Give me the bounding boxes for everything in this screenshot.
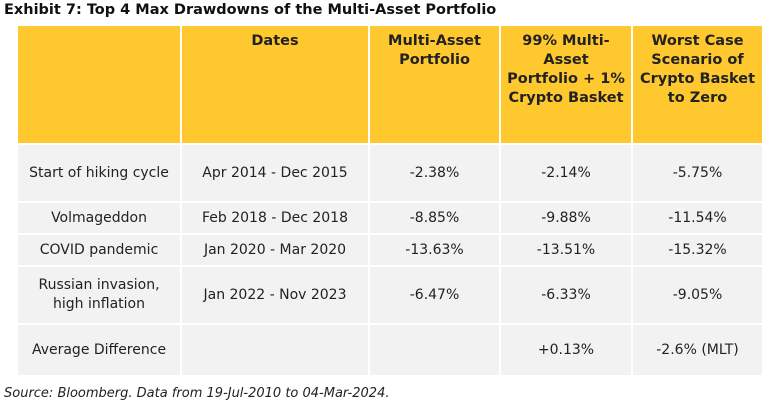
- table-cell: -9.88%: [499, 201, 633, 235]
- table-cell: -8.85%: [368, 201, 501, 235]
- table-cell: -11.54%: [631, 201, 764, 235]
- table-cell: -6.33%: [499, 265, 633, 325]
- drawdown-table: Dates Multi-Asset Portfolio 99% Multi-As…: [16, 24, 764, 377]
- table-cell: -13.63%: [368, 233, 501, 267]
- table-cell: Jan 2020 - Mar 2020: [180, 233, 370, 267]
- header-cell: [16, 24, 182, 145]
- row-label: Volmageddon: [16, 201, 182, 235]
- row-label: Start of hiking cycle: [16, 143, 182, 203]
- table-cell: [180, 323, 370, 377]
- table-cell: [368, 323, 501, 377]
- table-cell: -15.32%: [631, 233, 764, 267]
- table-row: COVID pandemic Jan 2020 - Mar 2020 -13.63%…: [16, 233, 764, 267]
- table-cell: -2.38%: [368, 143, 501, 203]
- table-cell: -13.51%: [499, 233, 633, 267]
- source-note: Source: Bloomberg. Data from 19-Jul-2010…: [4, 386, 390, 401]
- row-label: Average Difference: [16, 323, 182, 377]
- header-cell: Dates: [180, 24, 370, 145]
- table-cell: -9.05%: [631, 265, 764, 325]
- table-cell: -6.47%: [368, 265, 501, 325]
- table-cell: -2.14%: [499, 143, 633, 203]
- table-row: Start of hiking cycle Apr 2014 - Dec 2015…: [16, 143, 764, 203]
- title: Exhibit 7: Top 4 Max Drawdowns of the Mu…: [4, 2, 497, 18]
- table-body: Start of hiking cycle Apr 2014 - Dec 2015…: [16, 143, 764, 377]
- row-label: COVID pandemic: [16, 233, 182, 267]
- table-row: Volmageddon Feb 2018 - Dec 2018 -8.85% -9.8…: [16, 201, 764, 235]
- header-row: Dates Multi-Asset Portfolio 99% Multi-As…: [16, 24, 764, 145]
- row-label: Russian invasion, high inflation: [16, 265, 182, 325]
- table-cell: Jan 2022 - Nov 2023: [180, 265, 370, 325]
- header-cell: 99% Multi-Asset Portfolio + 1% Crypto Ba…: [499, 24, 633, 145]
- table-row: Russian invasion, high inflation Jan 2022…: [16, 265, 764, 325]
- table-cell: -2.6% (MLT): [631, 323, 764, 377]
- table-cell: Apr 2014 - Dec 2015: [180, 143, 370, 203]
- table-cell: +0.13%: [499, 323, 633, 377]
- table-cell: Feb 2018 - Dec 2018: [180, 201, 370, 235]
- table-cell: -5.75%: [631, 143, 764, 203]
- header-cell: Multi-Asset Portfolio: [368, 24, 501, 145]
- table-row: Average Difference +0.13% -2.6% (MLT): [16, 323, 764, 377]
- header-cell: Worst Case Scenario of Crypto Basket to …: [631, 24, 764, 145]
